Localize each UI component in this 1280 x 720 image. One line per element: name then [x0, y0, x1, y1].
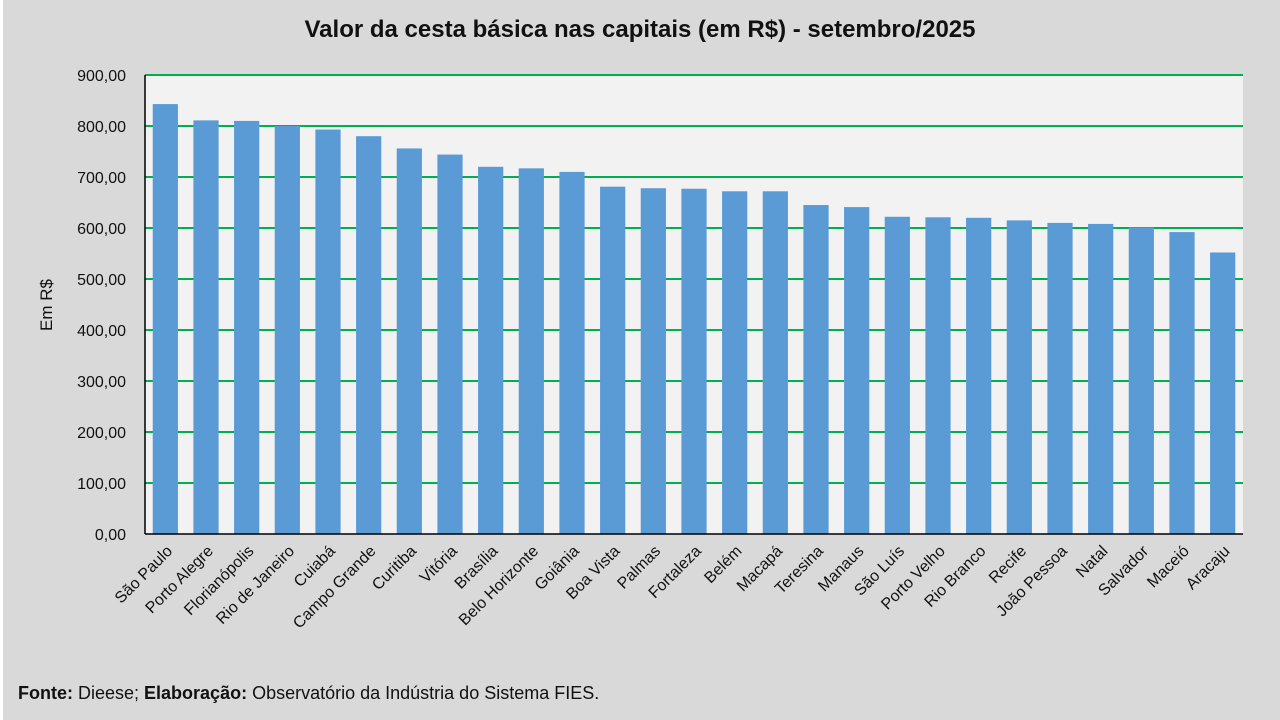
- y-tick-label: 300,00: [77, 374, 126, 391]
- source-note: Fonte: Dieese; Elaboração: Observatório …: [18, 683, 599, 704]
- bar: [600, 186, 626, 534]
- x-tick-label: Natal: [1073, 543, 1111, 581]
- bar: [559, 171, 585, 534]
- x-tick-label: Curitiba: [369, 543, 420, 594]
- bar: [518, 168, 544, 534]
- x-tick-label: Aracaju: [1183, 543, 1233, 593]
- elaboration-label: Elaboração:: [144, 683, 248, 703]
- bar: [762, 191, 788, 534]
- y-tick-label: 800,00: [77, 119, 126, 136]
- bar: [1169, 232, 1195, 534]
- source-text: Dieese;: [72, 683, 145, 703]
- bar: [681, 188, 707, 535]
- bar: [803, 205, 829, 535]
- elaboration-text: Observatório da Indústria do Sistema FIE…: [247, 683, 600, 703]
- bar: [234, 120, 260, 535]
- bar: [844, 207, 870, 534]
- bars: [152, 104, 1236, 535]
- bar: [315, 129, 341, 534]
- bar: [356, 136, 382, 534]
- y-tick-label: 700,00: [77, 170, 126, 187]
- bar: [1088, 223, 1114, 535]
- y-tick-label: 400,00: [77, 323, 126, 340]
- bar: [396, 148, 422, 534]
- bar: [437, 154, 463, 534]
- bar: [152, 104, 178, 534]
- bar: [1128, 227, 1154, 535]
- source-label: Fonte:: [18, 683, 73, 703]
- y-tick-labels: 0,00 100,00 200,00 300,00 400,00 500,00 600,00…: [77, 68, 126, 544]
- bar: [966, 217, 992, 535]
- y-axis-label: Em R$: [37, 278, 56, 331]
- y-tick-label: 0,00: [95, 527, 126, 544]
- bar: [274, 126, 300, 534]
- bar: [478, 166, 504, 535]
- y-tick-label: 900,00: [77, 68, 126, 85]
- bar: [1210, 252, 1236, 535]
- x-tick-label: João Pessoa: [993, 543, 1071, 621]
- y-tick-label: 200,00: [77, 425, 126, 442]
- bar: [1047, 222, 1073, 534]
- bar: [722, 191, 748, 534]
- bar: [1006, 220, 1032, 534]
- y-tick-label: 100,00: [77, 476, 126, 493]
- bar: [884, 216, 910, 534]
- y-tick-label: 500,00: [77, 272, 126, 289]
- bar: [193, 120, 219, 534]
- y-tick-label: 600,00: [77, 221, 126, 238]
- bar: [925, 217, 951, 535]
- chart-title: Valor da cesta básica nas capitais (em R…: [304, 16, 976, 43]
- bar: [640, 188, 666, 534]
